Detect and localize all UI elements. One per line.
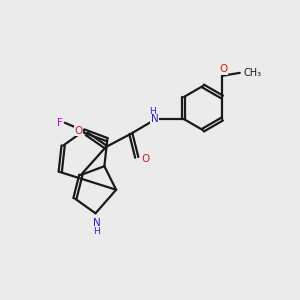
Text: O: O bbox=[142, 154, 150, 164]
Text: O: O bbox=[220, 64, 228, 74]
Text: N: N bbox=[151, 114, 158, 124]
Text: H: H bbox=[94, 227, 100, 236]
Text: O: O bbox=[74, 126, 83, 136]
Text: H: H bbox=[149, 107, 156, 116]
Text: N: N bbox=[93, 218, 101, 228]
Text: CH₃: CH₃ bbox=[243, 68, 261, 78]
Text: F: F bbox=[57, 118, 62, 128]
